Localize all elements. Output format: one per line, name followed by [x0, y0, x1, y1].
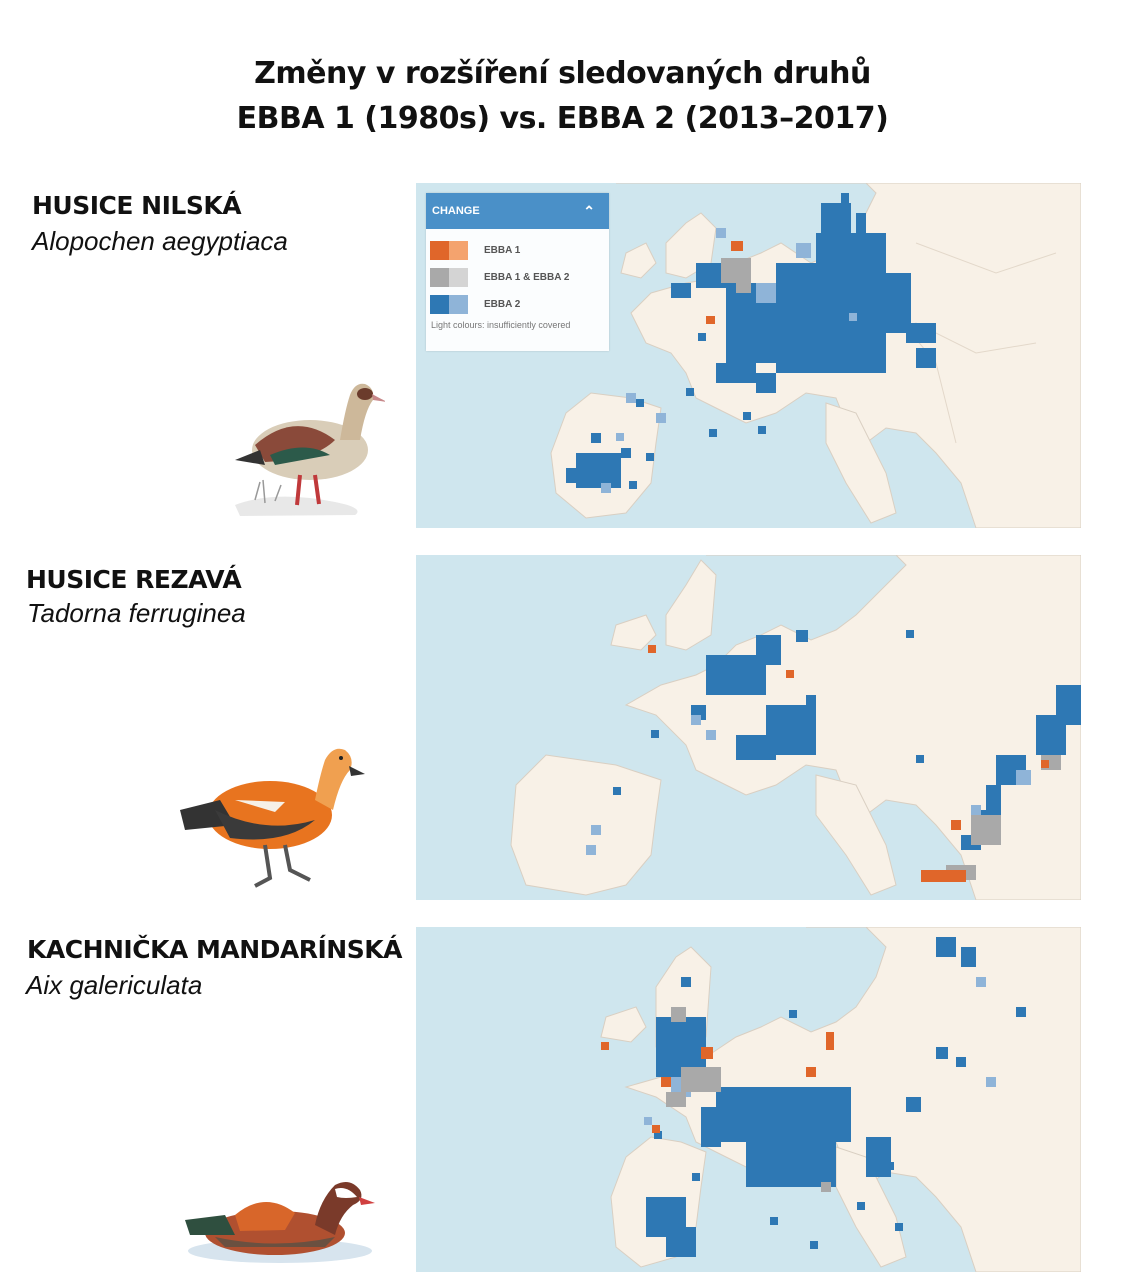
egyptian-goose-illustration — [235, 383, 385, 516]
ruddy-shelduck-illustration — [180, 748, 365, 888]
map-mandarin-duck[interactable] — [416, 927, 1081, 1272]
legend-item-ebba2: EBBA 2 — [426, 291, 609, 318]
swatch-ebba1-light — [449, 241, 468, 260]
legend-label-both: EBBA 1 & EBBA 2 — [484, 272, 570, 283]
swatch-ebba1-dark — [430, 241, 449, 260]
legend-label-ebba2: EBBA 2 — [484, 299, 521, 310]
map-ruddy-shelduck[interactable] — [416, 555, 1081, 900]
page-title-line1: Změny v rozšíření sledovaných druhů — [254, 56, 871, 91]
legend-item-both: EBBA 1 & EBBA 2 — [426, 264, 609, 291]
map-egyptian-goose[interactable]: CHANGE ⌃ EBBA 1 EBBA 1 & EBBA 2 EBBA 2 L… — [416, 183, 1081, 528]
swatch-ebba2-light — [449, 295, 468, 314]
page-title-line2: EBBA 1 (1980s) vs. EBBA 2 (2013–2017) — [236, 101, 889, 136]
species-2-common-name: HUSICE REZAVÁ — [26, 565, 242, 594]
swatch-both-light — [449, 268, 468, 287]
legend-label-ebba1: EBBA 1 — [484, 245, 521, 256]
legend-note: Light colours: insufficiently covered — [431, 320, 571, 330]
species-2-latin-name: Tadorna ferruginea — [27, 598, 246, 628]
map-legend: CHANGE ⌃ EBBA 1 EBBA 1 & EBBA 2 EBBA 2 L… — [426, 193, 609, 351]
species-3-common-name: KACHNIČKA MANDARÍNSKÁ — [27, 935, 402, 964]
species-1-latin-name: Alopochen aegyptiaca — [32, 226, 288, 256]
swatch-both-dark — [430, 268, 449, 287]
chevron-up-icon[interactable]: ⌃ — [583, 202, 595, 219]
swatch-ebba2-dark — [430, 295, 449, 314]
species-1-common-name: HUSICE NILSKÁ — [32, 191, 242, 220]
legend-title: CHANGE — [432, 205, 480, 217]
mandarin-duck-illustration — [185, 1181, 375, 1263]
legend-header[interactable]: CHANGE ⌃ — [426, 193, 609, 229]
legend-item-ebba1: EBBA 1 — [426, 237, 609, 264]
species-3-latin-name: Aix galericulata — [26, 970, 203, 1000]
